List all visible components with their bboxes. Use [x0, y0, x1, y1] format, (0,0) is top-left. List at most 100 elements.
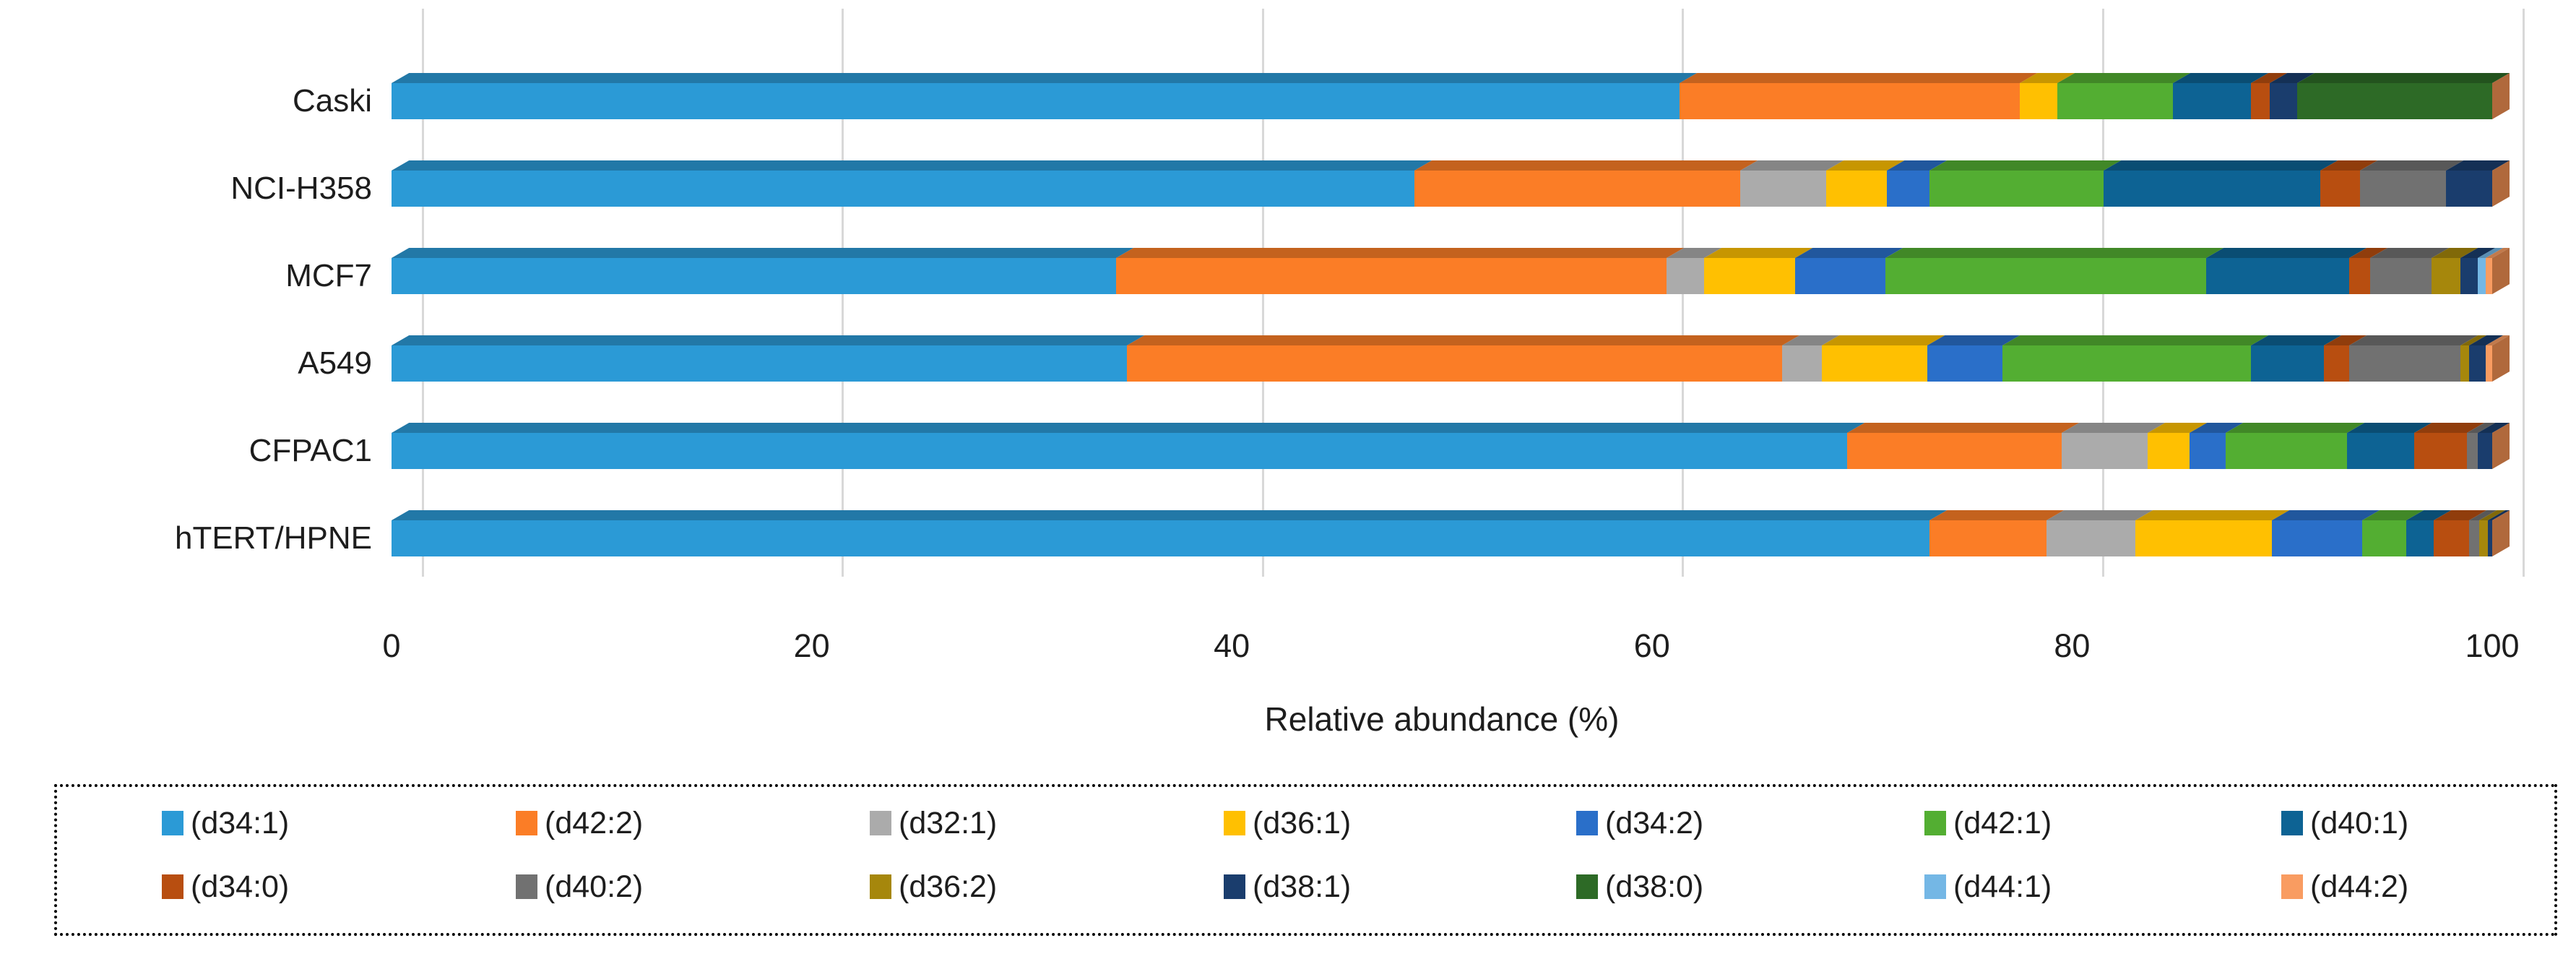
bar-segment	[2002, 345, 2251, 382]
x-tick-label: 0	[382, 627, 401, 664]
bar-segment	[2361, 520, 2406, 556]
bar-segment-top	[2225, 423, 2365, 433]
bar-segment-top	[1929, 160, 2122, 171]
bar-segment	[2488, 520, 2492, 556]
bar-segment	[392, 345, 1127, 382]
category-label: hTERT/HPNE	[174, 520, 372, 556]
bar-segment-top	[392, 335, 1145, 345]
bar-segment	[2148, 433, 2190, 469]
bar-segment	[2477, 433, 2492, 469]
bar	[392, 258, 2492, 294]
legend-swatch	[516, 811, 537, 835]
bar-segment	[1704, 258, 1795, 294]
legend-swatch	[1224, 811, 1245, 835]
bar-segment	[2460, 345, 2469, 382]
legend-label: (d34:0)	[191, 869, 290, 904]
x-tick-label: 100	[2465, 627, 2520, 664]
legend-label: (d36:1)	[1253, 806, 1352, 840]
bar-segment	[392, 520, 1929, 556]
bar-segment	[2206, 258, 2350, 294]
bar-segment-top	[2349, 335, 2478, 345]
bar-segment-top	[1885, 248, 2224, 258]
bar-top-bevel	[392, 248, 2510, 258]
legend-swatch	[1576, 874, 1598, 899]
bar-segment-top	[392, 510, 1947, 520]
bar-segment	[2046, 520, 2135, 556]
bar-segment	[2061, 433, 2148, 469]
bar-segment-top	[1847, 423, 2080, 433]
legend-label: (d36:2)	[899, 869, 998, 904]
legend-label: (d44:2)	[2310, 869, 2409, 904]
category-label: CFPAC1	[248, 433, 372, 468]
bar-segment	[1116, 258, 1667, 294]
bar-segment	[2468, 345, 2486, 382]
bar-segment	[2468, 520, 2480, 556]
x-tick-label: 60	[1633, 627, 1670, 664]
legend-label: (d42:1)	[1953, 806, 2052, 840]
bar-segment-top	[1822, 335, 1945, 345]
bar-segment	[1885, 258, 2207, 294]
bar-segment	[1887, 171, 1929, 207]
bar	[392, 83, 2492, 119]
bar-segment-top	[392, 248, 1134, 258]
legend-label: (d40:2)	[545, 869, 644, 904]
bar-segment-top	[2296, 73, 2510, 83]
legend-label: (d34:2)	[1605, 806, 1704, 840]
legend-swatch	[2281, 811, 2303, 835]
bar-segment	[1927, 345, 2003, 382]
legend-label: (d38:1)	[1253, 869, 1352, 904]
bar-segment-top	[392, 423, 1865, 433]
bar-segment	[1929, 520, 2047, 556]
legend-label: (d34:1)	[191, 806, 290, 840]
bar-segment	[2486, 258, 2492, 294]
bar-segment	[2433, 520, 2469, 556]
bar-segment-top	[2103, 160, 2338, 171]
legend-swatch	[1224, 874, 1245, 899]
bar-segment	[392, 83, 1680, 119]
legend-label: (d44:1)	[1953, 869, 2052, 904]
bar-segment-top	[2206, 248, 2367, 258]
bar-segment	[1847, 433, 2062, 469]
bar-segment	[1782, 345, 1823, 382]
bar-segment	[1929, 171, 2104, 207]
bar-segment	[2467, 433, 2478, 469]
legend-swatch	[1576, 811, 1598, 835]
bar-segment	[2103, 171, 2320, 207]
bar-segment	[2477, 258, 2486, 294]
bar-segment	[1667, 258, 1705, 294]
bar-segment	[2250, 83, 2270, 119]
legend-label: (d38:0)	[1605, 869, 1704, 904]
bar-segment	[2479, 520, 2489, 556]
category-label: MCF7	[285, 258, 372, 293]
x-tick-label: 80	[2054, 627, 2091, 664]
x-tick-label: 40	[1214, 627, 1250, 664]
bar-segment	[392, 433, 1848, 469]
x-axis-title: Relative abundance (%)	[1264, 700, 1620, 738]
bar-segment	[2225, 433, 2348, 469]
legend-label: (d40:1)	[2310, 806, 2409, 840]
bar-segment	[2172, 83, 2251, 119]
category-label: Caski	[292, 83, 372, 119]
bar	[392, 433, 2492, 469]
bar-top-bevel	[392, 73, 2510, 83]
bar-segment	[2359, 171, 2446, 207]
bar-top-bevel	[392, 510, 2510, 520]
bar-segment-top	[1126, 335, 1800, 345]
legend-label: (d42:2)	[545, 806, 644, 840]
bar-segment	[2349, 258, 2371, 294]
bar-segment-top	[2002, 335, 2268, 345]
bar-segment-top	[2135, 510, 2289, 520]
bar	[392, 520, 2492, 556]
bar-segment	[2250, 345, 2325, 382]
legend-swatch	[1924, 811, 1946, 835]
bar-segment	[2445, 171, 2492, 207]
bar-top-bevel	[392, 423, 2510, 433]
bar-segment	[2135, 520, 2272, 556]
bar-segment	[2320, 171, 2360, 207]
bar-segment-top	[392, 160, 1432, 171]
bar-segment	[392, 258, 1117, 294]
legend-swatch	[2281, 874, 2303, 899]
bar-segment	[2414, 433, 2468, 469]
bar-segment	[1794, 258, 1885, 294]
